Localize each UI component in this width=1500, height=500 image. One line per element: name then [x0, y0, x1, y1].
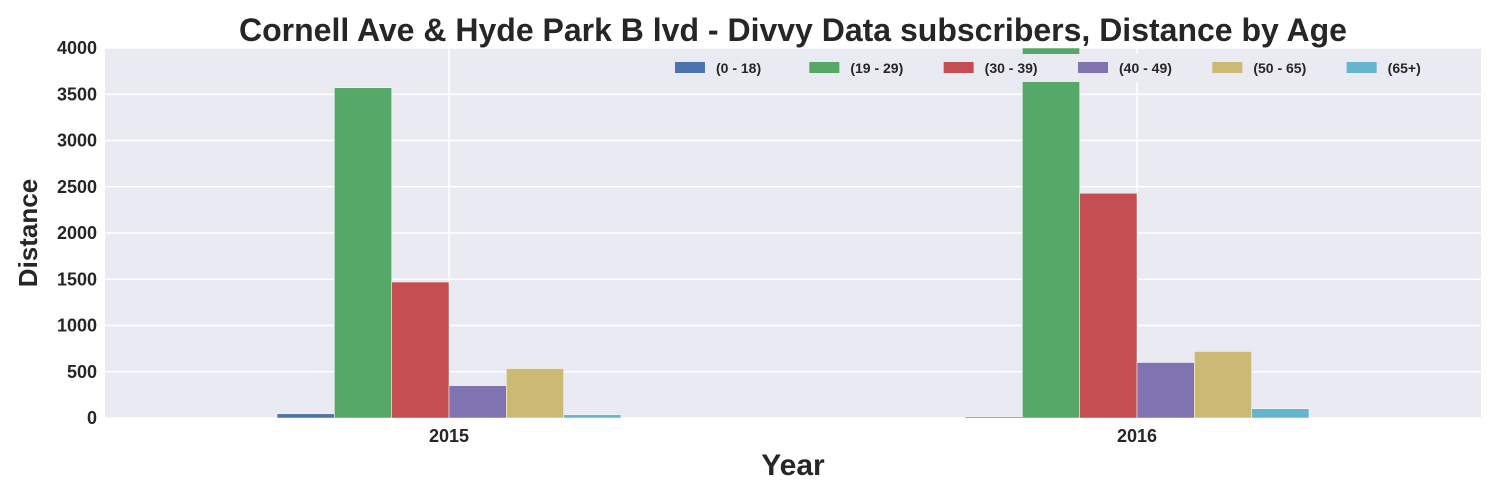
legend-label: (19 - 29): [850, 60, 903, 76]
y-tick-label: 4000: [57, 38, 97, 58]
legend-swatch: [1346, 62, 1377, 73]
bar: [391, 281, 450, 419]
legend-box: [667, 54, 1473, 82]
x-tick-labels: 2015 2016: [429, 426, 1157, 446]
y-tick-label: 2000: [57, 223, 97, 243]
legend: (0 - 18) (19 - 29) (30 - 39) (40 - 49) (50 -…: [667, 54, 1473, 82]
y-tick-labels: 0 500 1000 1500 2000 2500 3000 3500 4000: [57, 38, 97, 428]
legend-swatch: [809, 62, 840, 73]
legend-label: (65+): [1388, 60, 1421, 76]
bar: [964, 416, 1023, 419]
legend-label: (0 - 18): [716, 60, 761, 76]
bar: [1194, 351, 1252, 419]
y-tick-label: 2500: [57, 177, 97, 197]
chart-title: Cornell Ave & Hyde Park B lvd - Divvy Da…: [239, 12, 1347, 48]
legend-label: (30 - 39): [985, 60, 1038, 76]
bars: [276, 47, 1310, 419]
bar: [506, 368, 564, 419]
bar: [1136, 362, 1195, 419]
bar: [334, 87, 392, 419]
y-tick-label: 3000: [57, 131, 97, 151]
y-tick-label: 3500: [57, 84, 97, 104]
y-tick-label: 500: [67, 362, 97, 382]
legend-label: (50 - 65): [1253, 60, 1306, 76]
legend-swatch: [1078, 62, 1108, 73]
legend-swatch: [675, 62, 705, 73]
y-tick-label: 1000: [57, 316, 97, 336]
bar: [1079, 192, 1138, 419]
legend-swatch: [1212, 62, 1243, 73]
legend-label: (40 - 49): [1119, 60, 1172, 76]
bar: [1022, 47, 1080, 419]
x-tick-label: 2015: [429, 426, 469, 446]
bar: [448, 385, 507, 419]
x-axis-label: Year: [761, 449, 825, 482]
bar: [1251, 408, 1310, 419]
y-tick-label: 0: [87, 408, 97, 428]
y-axis-label: Distance: [13, 179, 43, 287]
legend-swatch: [943, 62, 974, 73]
bar: [276, 413, 335, 419]
y-tick-label: 1500: [57, 269, 97, 289]
bar: [563, 414, 622, 419]
x-tick-label: 2016: [1117, 426, 1157, 446]
